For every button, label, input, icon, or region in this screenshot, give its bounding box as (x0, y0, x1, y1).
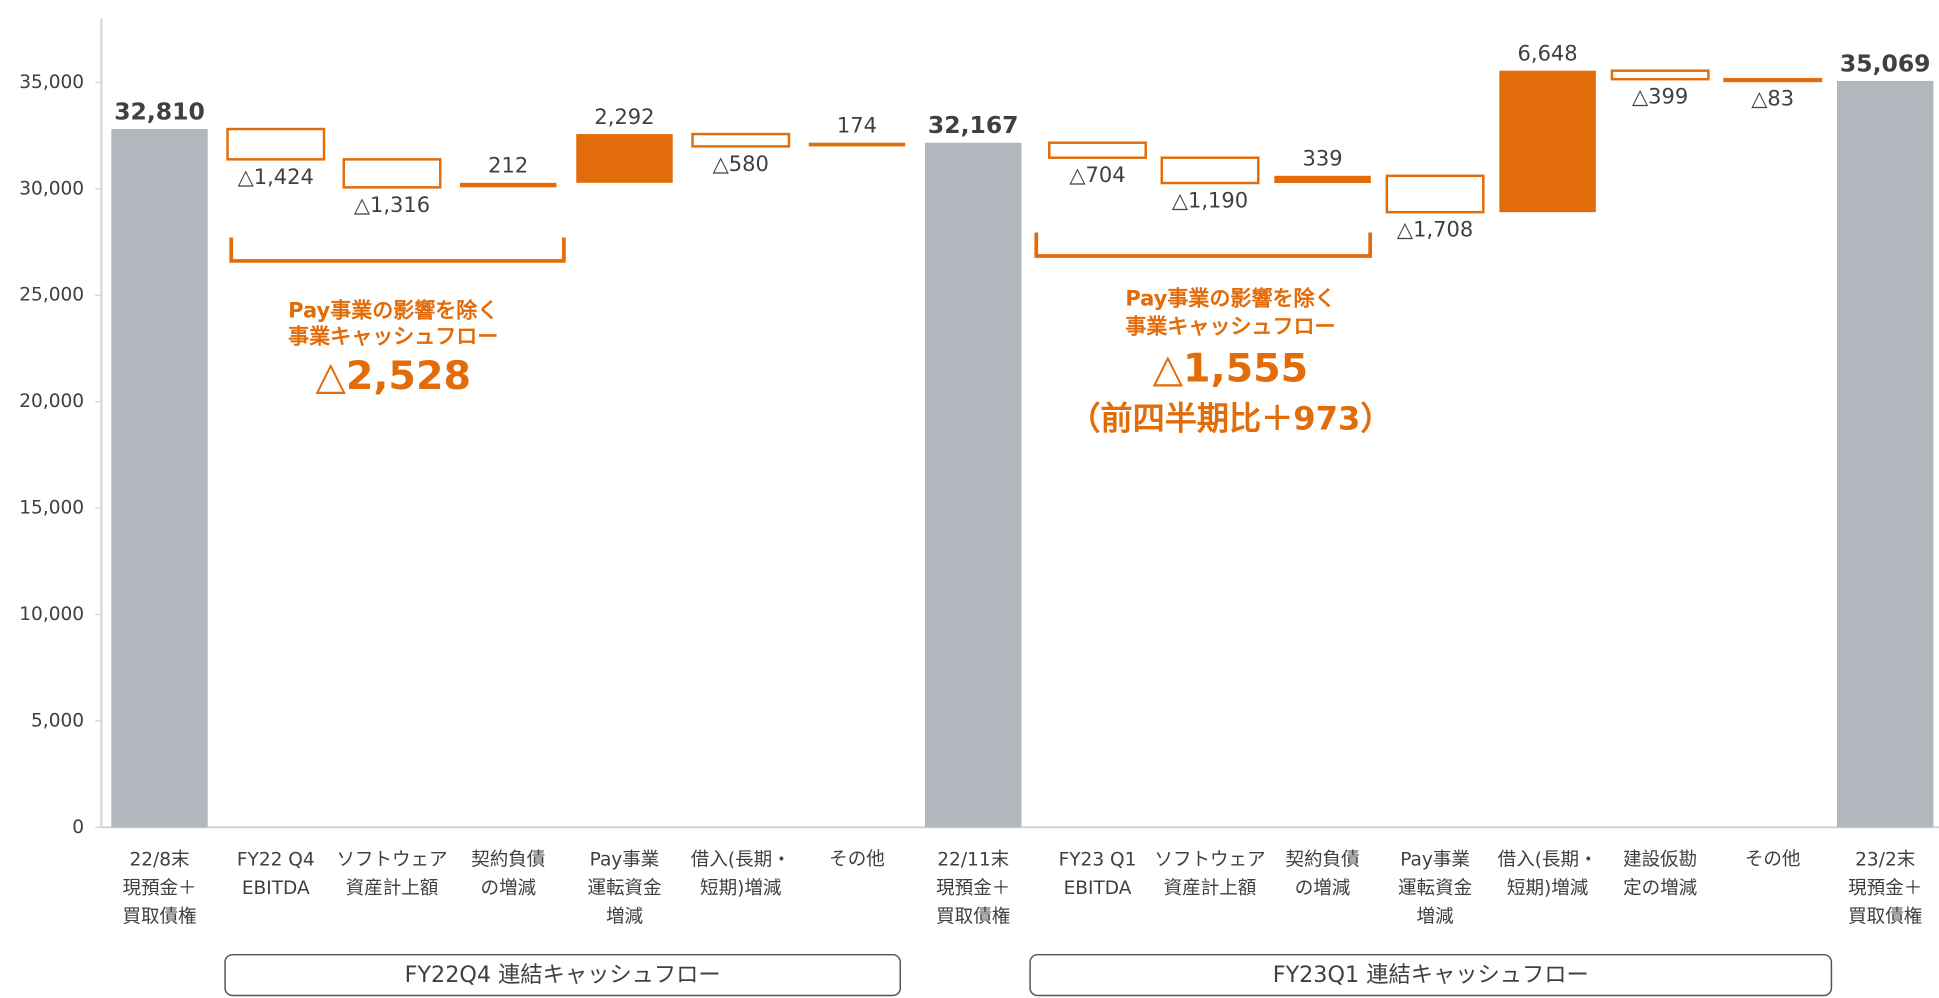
x-tick-label: 建設仮勘定の増減 (1623, 849, 1698, 898)
annotation: 事業キャッシュフロー (1125, 314, 1335, 339)
bar (1274, 175, 1371, 184)
value-label: 2,292 (594, 104, 654, 129)
group-label: FY23Q1 連結キャッシュフロー (1273, 962, 1589, 988)
bar (1160, 156, 1260, 185)
bracket (1034, 232, 1373, 258)
bar (1048, 141, 1147, 159)
bar (1836, 80, 1934, 828)
value-label: △1,190 (1172, 188, 1248, 213)
bar (460, 182, 557, 188)
annotation: Pay事業の影響を除く (288, 298, 498, 323)
x-tick-label: 契約負債の増減 (471, 849, 545, 898)
x-tick-label: 契約負債の増減 (1285, 849, 1359, 898)
annotation: △2,528 (315, 353, 471, 399)
annotation: （前四半期比＋973） (1068, 399, 1392, 437)
y-tick-label: 30,000 (19, 178, 84, 199)
value-label: △399 (1632, 84, 1688, 109)
annotation: 事業キャッシュフロー (288, 324, 498, 349)
x-tick-label: 23/2末現預金＋買取債権 (1848, 849, 1922, 927)
value-label: 35,069 (1840, 49, 1931, 77)
bar (1610, 69, 1710, 81)
bar (924, 142, 1022, 828)
bar (1499, 70, 1596, 213)
bar (576, 134, 673, 183)
x-tick-label: 22/8末現預金＋買取債権 (122, 849, 196, 927)
x-tick-label: 借入(長期・短期)増減 (691, 849, 791, 898)
value-label: 32,167 (928, 111, 1019, 139)
group-box (1029, 953, 1833, 997)
value-label: 212 (488, 153, 528, 178)
x-tick-label: 22/11末現預金＋買取債権 (936, 849, 1010, 927)
y-tick-label: 15,000 (19, 498, 84, 519)
x-tick-label: その他 (829, 849, 885, 870)
x-tick-label: ソフトウェア資産計上額 (336, 849, 447, 898)
value-label: △1,708 (1397, 217, 1473, 242)
annotation: △1,555 (1153, 346, 1309, 392)
bar (1385, 174, 1485, 214)
y-tick-label: 35,000 (19, 72, 84, 93)
x-tick-label: FY22 Q4 EBITDA (237, 849, 315, 898)
x-tick-label: FY23 Q1 EBITDA (1059, 849, 1137, 898)
bar (111, 129, 208, 828)
x-tick-label: 借入(長期・短期)増減 (1498, 849, 1598, 898)
bar (226, 127, 326, 161)
bar (691, 132, 791, 148)
y-tick-label: 20,000 (19, 391, 84, 412)
y-tick-label: 0 (72, 817, 84, 838)
bracket (229, 237, 566, 263)
bar (1723, 77, 1823, 83)
group-label: FY22Q4 連結キャッシュフロー (405, 962, 721, 988)
value-label: △704 (1069, 162, 1125, 187)
x-tick-label: ソフトウェア資産計上額 (1154, 849, 1265, 898)
value-label: 174 (837, 113, 877, 138)
x-tick-label: Pay事業運転資金増減 (587, 849, 661, 927)
value-label: △1,316 (354, 192, 430, 217)
bar (342, 158, 442, 189)
value-label: 339 (1302, 146, 1342, 171)
annotation: Pay事業の影響を除く (1125, 285, 1335, 310)
value-label: 32,810 (114, 97, 205, 125)
value-label: △1,424 (238, 164, 314, 189)
value-label: △83 (1751, 85, 1794, 110)
y-tick-label: 10,000 (19, 604, 84, 625)
value-label: △580 (713, 151, 769, 176)
value-label: 6,648 (1518, 41, 1578, 66)
x-tick-label: Pay事業運転資金増減 (1398, 849, 1472, 927)
y-tick-label: 25,000 (19, 285, 84, 306)
y-tick-label: 5,000 (31, 710, 84, 731)
group-box (224, 953, 901, 997)
x-tick-label: その他 (1745, 849, 1801, 870)
bar (808, 142, 906, 147)
